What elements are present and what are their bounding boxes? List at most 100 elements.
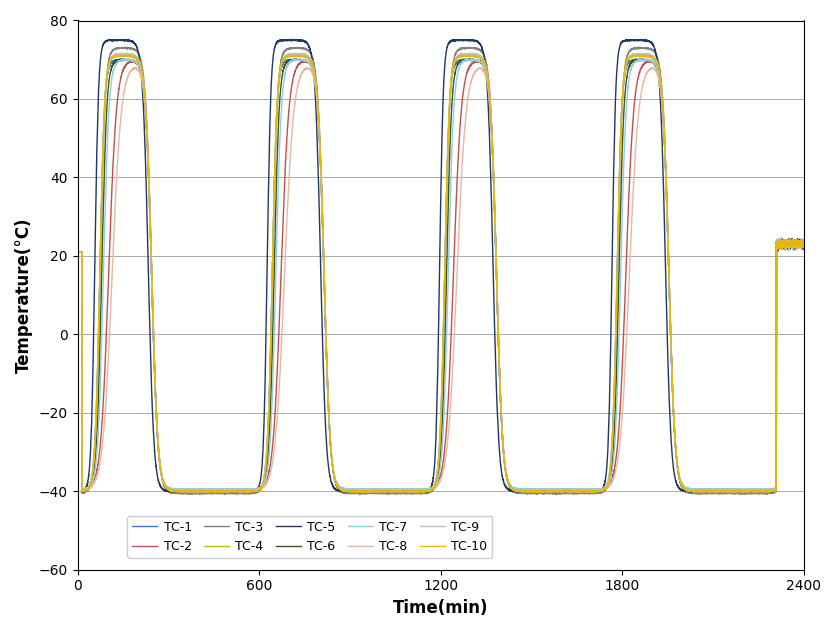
TC-10 (798, 242, 808, 250)
TC-3 (634, 44, 644, 51)
Line: TC-8: TC-8 (78, 68, 803, 492)
TC-5 (335, 487, 345, 494)
TC-7 (534, 485, 544, 493)
TC-6 (335, 485, 345, 493)
Line: TC-2: TC-2 (78, 61, 803, 492)
TC-3 (534, 489, 544, 497)
TC-2 (798, 241, 808, 248)
TC-6 (611, 388, 621, 396)
TC-10 (650, 56, 660, 63)
Line: TC-5: TC-5 (78, 39, 803, 492)
Y-axis label: Temperature(°C): Temperature(°C) (15, 217, 33, 373)
TC-8 (798, 241, 808, 249)
TC-4 (650, 56, 660, 64)
TC-7 (335, 484, 345, 492)
TC-6 (190, 489, 200, 496)
Line: TC-6: TC-6 (78, 59, 803, 492)
TC-10 (335, 485, 345, 493)
TC-5 (575, 489, 585, 496)
TC-10 (534, 487, 544, 495)
TC-6 (534, 487, 544, 495)
TC-4 (611, 329, 621, 337)
TC-4 (551, 489, 561, 496)
TC-6 (465, 56, 475, 63)
TC-1 (502, 475, 512, 483)
TC-3 (335, 487, 345, 495)
TC-10 (502, 474, 512, 482)
TC-7 (73, 248, 83, 256)
TC-9 (502, 475, 512, 482)
TC-2 (335, 485, 345, 493)
Line: TC-7: TC-7 (78, 59, 803, 490)
TC-9 (73, 248, 83, 256)
TC-7 (650, 59, 660, 67)
TC-3 (354, 490, 364, 498)
TC-3 (798, 241, 808, 249)
TC-2 (471, 57, 481, 64)
TC-4 (798, 241, 808, 249)
TC-6 (650, 59, 660, 67)
TC-1 (335, 485, 345, 493)
TC-9 (611, 324, 621, 332)
TC-4 (335, 485, 345, 492)
TC-1 (413, 489, 423, 496)
TC-5 (611, 85, 621, 92)
TC-9 (798, 243, 808, 250)
TC-9 (116, 49, 126, 57)
TC-9 (335, 485, 345, 492)
TC-2 (73, 248, 83, 256)
TC-10 (611, 334, 621, 342)
TC-7 (798, 240, 808, 247)
TC-8 (502, 475, 512, 482)
TC-4 (502, 475, 512, 482)
TC-1 (650, 59, 660, 67)
TC-5 (502, 485, 512, 493)
TC-9 (650, 54, 660, 61)
TC-4 (109, 53, 119, 61)
TC-5 (650, 45, 660, 52)
TC-2 (611, 455, 621, 463)
TC-7 (611, 422, 621, 430)
TC-4 (466, 51, 477, 59)
Line: TC-3: TC-3 (78, 47, 803, 494)
TC-7 (109, 65, 119, 73)
TC-1 (109, 57, 119, 64)
TC-6 (73, 248, 83, 256)
TC-8 (335, 485, 345, 493)
TC-3 (611, 327, 621, 334)
TC-9 (109, 51, 119, 59)
TC-7 (293, 56, 303, 63)
TC-2 (650, 60, 660, 68)
TC-1 (611, 332, 621, 339)
TC-9 (584, 489, 594, 496)
TC-8 (73, 248, 83, 256)
TC-10 (216, 489, 226, 496)
TC-1 (798, 240, 808, 248)
TC-9 (534, 487, 544, 495)
TC-8 (234, 489, 244, 496)
TC-10 (73, 248, 83, 256)
TC-2 (502, 475, 512, 483)
TC-2 (534, 487, 544, 495)
TC-8 (534, 487, 544, 495)
TC-2 (109, 142, 119, 150)
Line: TC-4: TC-4 (78, 55, 803, 492)
TC-7 (502, 473, 512, 481)
TC-6 (109, 59, 119, 66)
TC-6 (798, 240, 808, 248)
TC-3 (650, 49, 660, 56)
TC-3 (73, 248, 83, 256)
TC-8 (109, 228, 119, 235)
X-axis label: Time(min): Time(min) (393, 599, 488, 617)
TC-6 (502, 476, 512, 483)
TC-1 (73, 248, 83, 256)
Legend: TC-1, TC-2, TC-3, TC-4, TC-5, TC-6, TC-7, TC-8, TC-9, TC-10: TC-1, TC-2, TC-3, TC-4, TC-5, TC-6, TC-7… (127, 516, 492, 558)
TC-4 (534, 487, 544, 495)
TC-3 (502, 477, 512, 484)
TC-5 (798, 243, 808, 250)
TC-7 (693, 487, 703, 494)
TC-5 (287, 35, 297, 43)
TC-8 (611, 466, 621, 474)
TC-10 (633, 51, 643, 59)
TC-8 (647, 64, 657, 71)
